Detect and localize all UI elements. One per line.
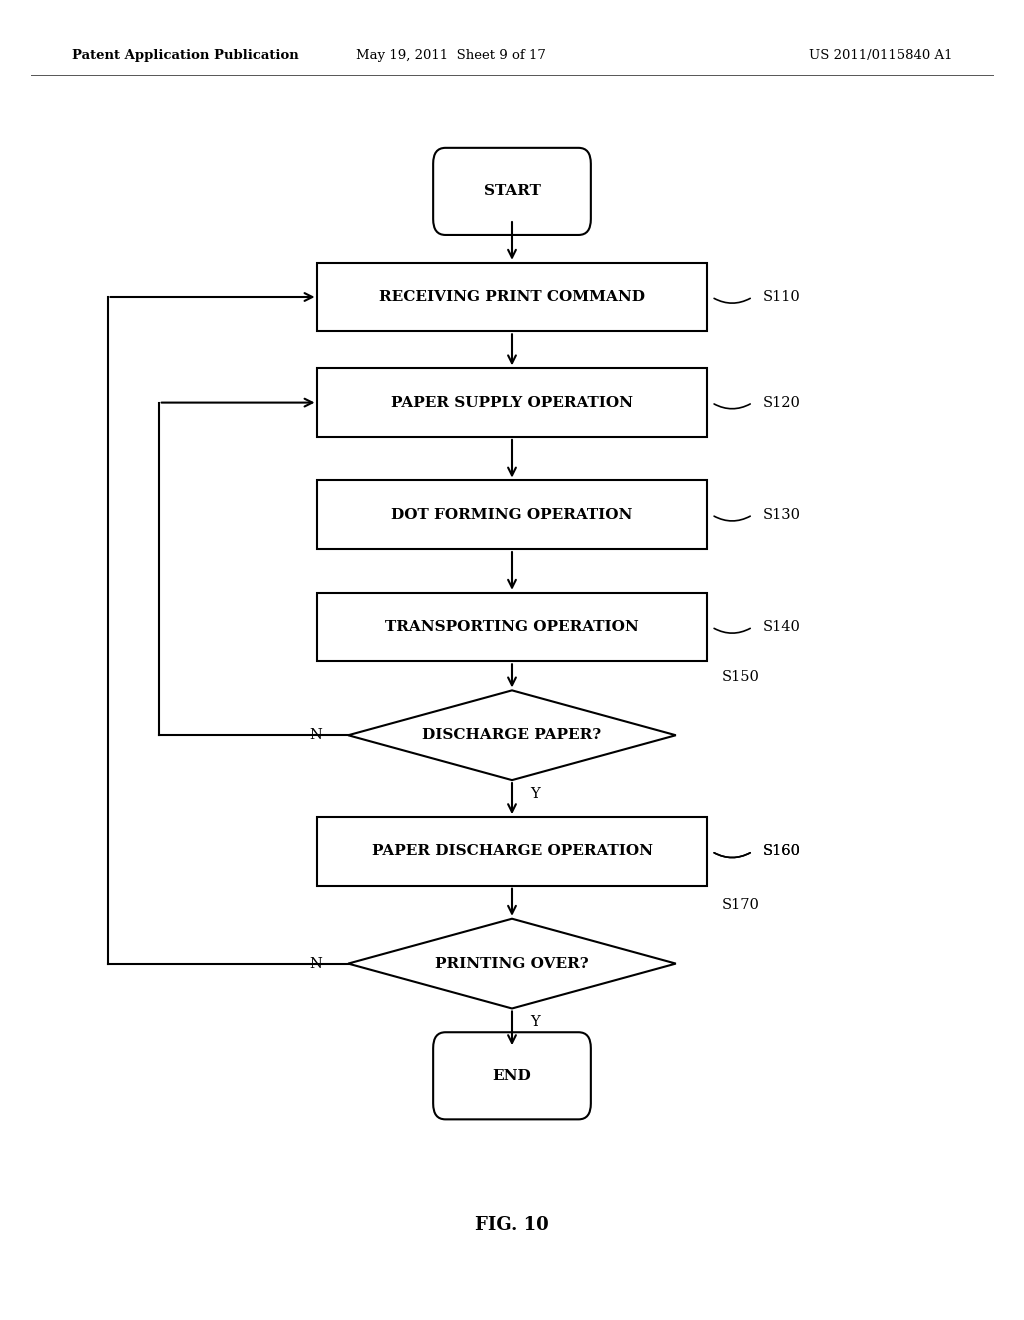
Text: Y: Y [530,787,541,801]
Text: DOT FORMING OPERATION: DOT FORMING OPERATION [391,508,633,521]
Text: Y: Y [530,1015,541,1030]
Polygon shape [348,690,676,780]
FancyBboxPatch shape [317,480,707,549]
Text: S160: S160 [763,845,801,858]
Text: S160: S160 [763,845,801,858]
Text: PAPER SUPPLY OPERATION: PAPER SUPPLY OPERATION [391,396,633,409]
Polygon shape [348,919,676,1008]
Text: RECEIVING PRINT COMMAND: RECEIVING PRINT COMMAND [379,290,645,304]
FancyBboxPatch shape [317,593,707,661]
Text: N: N [309,957,323,970]
Text: PRINTING OVER?: PRINTING OVER? [435,957,589,970]
Text: S120: S120 [763,396,801,409]
FancyBboxPatch shape [433,1032,591,1119]
Text: START: START [483,185,541,198]
Text: TRANSPORTING OPERATION: TRANSPORTING OPERATION [385,620,639,634]
Text: Patent Application Publication: Patent Application Publication [72,49,298,62]
Text: DISCHARGE PAPER?: DISCHARGE PAPER? [423,729,601,742]
Text: May 19, 2011  Sheet 9 of 17: May 19, 2011 Sheet 9 of 17 [355,49,546,62]
Text: US 2011/0115840 A1: US 2011/0115840 A1 [809,49,952,62]
FancyBboxPatch shape [317,817,707,886]
Text: N: N [309,729,323,742]
Text: S150: S150 [722,669,760,684]
Text: S110: S110 [763,290,801,304]
Text: END: END [493,1069,531,1082]
Text: S140: S140 [763,620,801,634]
Text: S170: S170 [722,898,760,912]
Text: PAPER DISCHARGE OPERATION: PAPER DISCHARGE OPERATION [372,845,652,858]
Text: S130: S130 [763,508,801,521]
FancyBboxPatch shape [317,263,707,331]
FancyBboxPatch shape [433,148,591,235]
FancyBboxPatch shape [317,368,707,437]
Text: FIG. 10: FIG. 10 [475,1216,549,1234]
